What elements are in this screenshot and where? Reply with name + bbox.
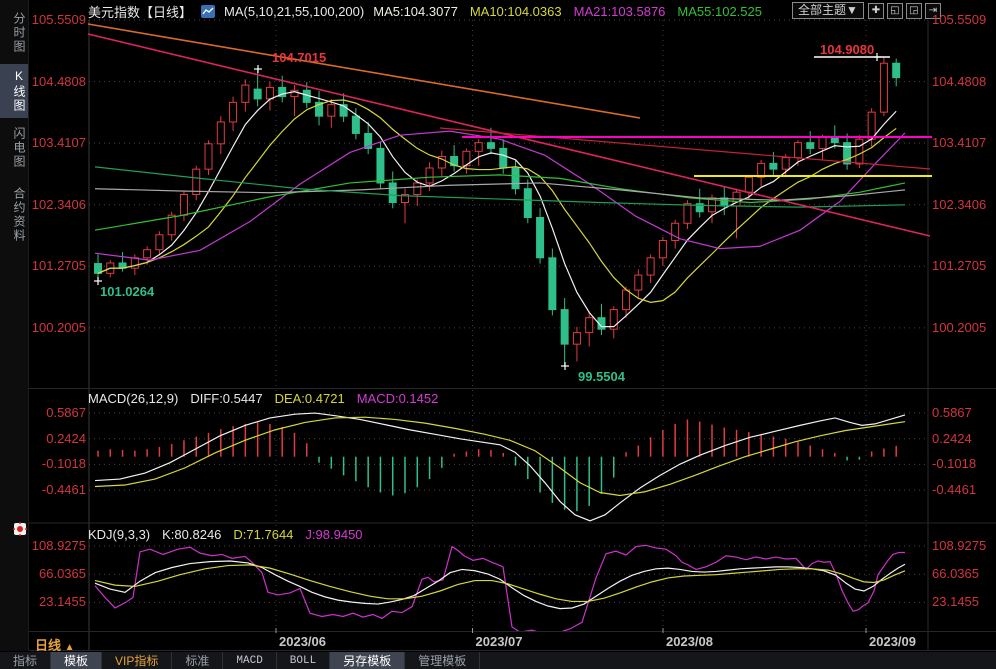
price-label-left-4: 102.3406 — [31, 196, 86, 212]
header-icon-group: ✚ ◱ ◲ ⇥ — [867, 2, 941, 19]
kdj-label-right-2: 66.0365 — [932, 566, 979, 582]
macd-label-right-3: -0.1018 — [932, 456, 977, 472]
price-label-right-3: 103.4107 — [932, 135, 987, 151]
price-label-left-1: 105.5509 — [31, 12, 86, 27]
price-label-right-6: 100.2005 — [932, 319, 987, 335]
scale-right-icon[interactable]: ◲ — [905, 2, 922, 19]
kdj-label-left-1: 108.9275 — [31, 538, 86, 553]
price-annotation-1: 104.7015 — [272, 50, 327, 65]
kdj-label-left-2: 66.0365 — [39, 566, 86, 582]
sidebar-item-2[interactable]: K线图 — [0, 64, 28, 118]
pop-out-icon[interactable]: ⇥ — [924, 2, 941, 19]
kdj-k-value: K:80.8246 — [162, 527, 222, 542]
kdj-header: KDJ(9,3,3) K:80.8246 D:71.7644 J:98.9450 — [88, 527, 363, 542]
macd-dea-value: DEA:0.4721 — [274, 391, 345, 406]
kdj-label-right-1: 108.9275 — [932, 538, 987, 553]
macd-value: MACD:0.1452 — [356, 391, 439, 406]
macd-label-left-2: 0.2424 — [46, 430, 86, 446]
toolbar-tab-8[interactable]: 管理模板 — [405, 652, 481, 669]
macd-label-right-4: -0.4461 — [932, 482, 977, 498]
ma-value-1: MA5:104.3077 — [373, 3, 458, 19]
price-label-left-6: 100.2005 — [31, 319, 86, 335]
price-label-right-5: 101.2705 — [932, 258, 987, 274]
period-selector[interactable]: 日线 ▲ — [35, 635, 75, 654]
macd-label-right-1: 0.5867 — [932, 405, 972, 420]
xaxis-label-1: 2023/06 — [279, 634, 326, 649]
toolbar-tab-6[interactable]: BOLL — [277, 652, 331, 669]
kdj-title: KDJ(9,3,3) — [88, 527, 151, 542]
ma-values: MA5:104.3077 MA10:104.0363 MA21:103.5876 MA… — [373, 4, 762, 19]
toolbar-tab-7[interactable]: 另存模板 — [330, 652, 406, 669]
toolbar-tab-5[interactable]: MACD — [223, 652, 277, 669]
sidebar-item-4[interactable]: 合约资料 — [12, 187, 26, 243]
price-annotation-3: 101.0264 — [100, 284, 155, 299]
toolbar-tab-1[interactable]: 指标 — [0, 652, 52, 669]
price-annotation-4: 99.5504 — [578, 369, 625, 384]
xaxis-label-2: 2023/07 — [475, 634, 523, 649]
page-title: 美元指数【日线】 — [88, 4, 193, 20]
header-controls: 全部主题▼ ✚ ◱ ◲ ⇥ — [792, 2, 941, 19]
bottom-toolbar: 指标 模板 VIP指标 标准 MACD BOLL 另存模板 管理模板 — [0, 651, 996, 669]
ma-value-2: MA10:104.0363 — [469, 3, 562, 19]
kdj-j-value: J:98.9450 — [305, 527, 363, 542]
scale-left-icon[interactable]: ◱ — [886, 2, 903, 19]
ma-value-3: MA21:103.5876 — [573, 3, 666, 19]
toolbar-tab-4[interactable]: 标准 — [172, 652, 224, 669]
period-label: 日线 — [35, 638, 62, 653]
macd-label-right-2: 0.2424 — [932, 430, 972, 446]
chart-header: 美元指数【日线】 MA(5,10,21,55,100,200) MA5:104.… — [88, 2, 762, 20]
price-label-right-4: 102.3406 — [932, 196, 987, 212]
macd-label-left-1: 0.5867 — [46, 405, 86, 420]
kdj-d-value: D:71.7644 — [233, 527, 294, 542]
xaxis-label-4: 2023/09 — [869, 634, 916, 649]
macd-title: MACD(26,12,9) — [88, 391, 179, 406]
xaxis-label-3: 2023/08 — [666, 634, 713, 649]
sidebar-item-1[interactable]: 分时图 — [12, 12, 26, 54]
price-label-right-2: 104.4808 — [932, 73, 987, 89]
price-annotation-2: 104.9080 — [820, 42, 875, 57]
kdj-label-left-3: 23.1455 — [39, 594, 86, 610]
price-label-left-3: 103.4107 — [31, 135, 86, 151]
ma-group-label: MA(5,10,21,55,100,200) — [224, 3, 365, 19]
toolbar-tab-3[interactable]: VIP指标 — [102, 652, 173, 669]
move-icon[interactable]: ✚ — [867, 2, 884, 19]
ma-value-4: MA55:102.525 — [677, 3, 762, 19]
sidebar-item-3[interactable]: 闪电图 — [12, 127, 26, 169]
theme-select-button[interactable]: 全部主题▼ — [792, 2, 864, 19]
price-label-right-1: 105.5509 — [932, 12, 987, 27]
period-arrow-icon: ▲ — [64, 642, 75, 653]
macd-header: MACD(26,12,9) DIFF:0.5447 DEA:0.4721 MAC… — [88, 391, 438, 406]
toolbar-tab-2[interactable]: 模板 — [51, 652, 103, 669]
kdj-label-right-3: 23.1455 — [932, 594, 979, 610]
sidebar: 分时图 K线图闪电图合约资料 — [0, 0, 29, 669]
indicator-settings-icon[interactable] — [14, 523, 26, 535]
price-label-left-5: 101.2705 — [31, 258, 86, 274]
line-chart-icon — [201, 4, 216, 18]
price-label-left-2: 104.4808 — [31, 73, 86, 89]
macd-label-left-4: -0.4461 — [41, 482, 86, 498]
macd-label-left-3: -0.1018 — [41, 456, 86, 472]
macd-diff-value: DIFF:0.5447 — [190, 391, 263, 406]
